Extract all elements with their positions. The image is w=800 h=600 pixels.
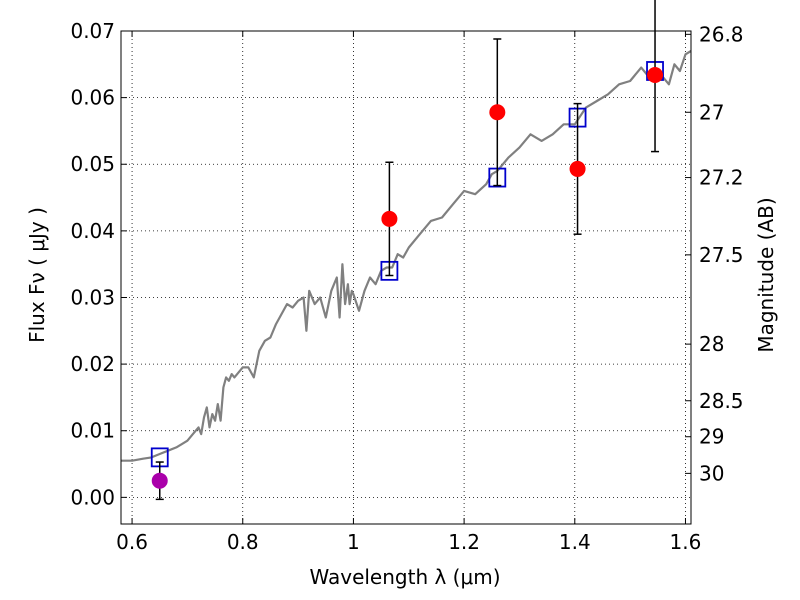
right-tick-label: 28.5 xyxy=(699,389,744,413)
x-tick-label: 1.2 xyxy=(448,530,480,554)
right-tick-label: 27.5 xyxy=(699,243,744,267)
y-tick-label: 0.03 xyxy=(70,285,115,309)
y-tick-label: 0.07 xyxy=(70,19,115,43)
right-tick-label: 27 xyxy=(699,100,724,124)
observed-flux-point xyxy=(489,104,506,121)
observed-flux-point xyxy=(647,66,664,83)
right-tick-label: 30 xyxy=(699,461,724,485)
x-tick-label: 1.4 xyxy=(559,530,591,554)
y-tick-label: 0.05 xyxy=(70,152,115,176)
right-tick-label: 27.2 xyxy=(699,166,744,190)
y-tick-label: 0.01 xyxy=(70,419,115,443)
right-tick-label: 29 xyxy=(699,425,724,449)
x-axis-ticks: 0.6 0.8 1 1.2 1.4 1.6 xyxy=(116,31,701,554)
y-tick-label: 0.04 xyxy=(70,219,115,243)
observed-flux-point xyxy=(151,472,168,489)
y-tick-label: 0.02 xyxy=(70,352,115,376)
model-spectrum-line xyxy=(121,50,692,462)
x-axis-label: Wavelength λ (μm) xyxy=(309,565,500,589)
x-tick-label: 0.6 xyxy=(116,530,148,554)
x-tick-label: 1 xyxy=(347,530,360,554)
observed-flux-point xyxy=(569,160,586,177)
x-tick-label: 1.6 xyxy=(670,530,702,554)
right-axis-ticks: 26.8 27 27.2 27.5 28 28.5 29 30 xyxy=(685,22,744,485)
y-axis-ticks: 0.00 0.01 0.02 0.03 0.04 0.05 0.06 0.07 xyxy=(70,19,127,509)
right-tick-label: 28 xyxy=(699,332,724,356)
right-y-axis-label: Magnitude (AB) xyxy=(754,197,778,352)
x-tick-label: 0.8 xyxy=(227,530,259,554)
plot-frame xyxy=(120,30,692,525)
observed-flux-point xyxy=(381,210,398,227)
model-curve-layer xyxy=(121,50,692,462)
right-tick-label: 26.8 xyxy=(699,22,744,46)
marker-layer xyxy=(150,0,664,501)
y-axis-label: Flux Fν ( μJy ) xyxy=(25,207,49,343)
y-tick-label: 0.06 xyxy=(70,86,115,110)
y-tick-label: 0.00 xyxy=(70,485,115,509)
